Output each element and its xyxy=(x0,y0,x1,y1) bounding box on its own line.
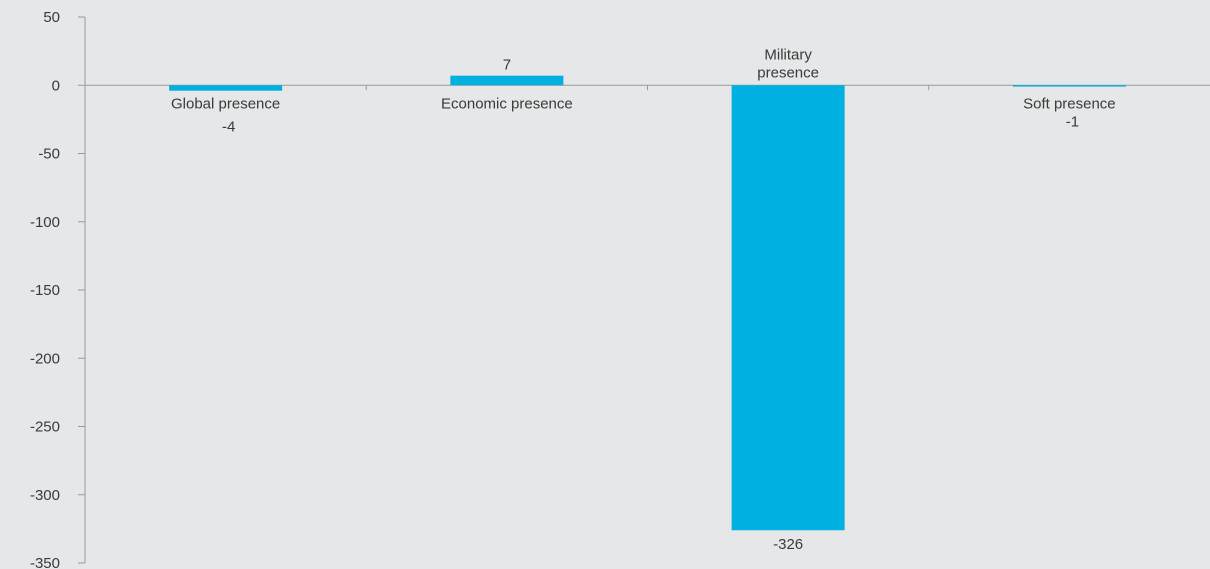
data-label: 7 xyxy=(503,57,511,74)
data-label: -326 xyxy=(773,536,803,553)
data-label: -4 xyxy=(222,118,235,135)
bars xyxy=(169,76,1126,531)
category-label: Economic presence xyxy=(441,95,573,112)
category-label: Global presence xyxy=(171,95,280,112)
category-label: Soft presence xyxy=(1023,95,1116,112)
category-label: Military xyxy=(764,46,812,63)
y-tick-label: 50 xyxy=(43,9,60,26)
y-tick-label: -150 xyxy=(30,282,60,299)
y-tick-label: -350 xyxy=(30,555,60,569)
bar xyxy=(732,85,845,530)
y-tick-label: -250 xyxy=(30,419,60,436)
y-tick-label: -100 xyxy=(30,214,60,231)
labels: Global presence -4 Economic presence 7 Milit… xyxy=(171,46,1116,553)
y-tick-label: -200 xyxy=(30,350,60,367)
y-tick-label: -50 xyxy=(38,146,60,163)
y-tick-label: -300 xyxy=(30,487,60,504)
y-axis: 50 0 -50 -100 -150 -200 -250 -300 -350 xyxy=(30,9,85,569)
bar xyxy=(169,85,282,90)
bar xyxy=(450,76,563,86)
bar xyxy=(1013,85,1126,86)
category-label: presence xyxy=(757,64,819,81)
y-tick-label: 0 xyxy=(52,77,60,94)
data-label: -1 xyxy=(1066,113,1079,130)
